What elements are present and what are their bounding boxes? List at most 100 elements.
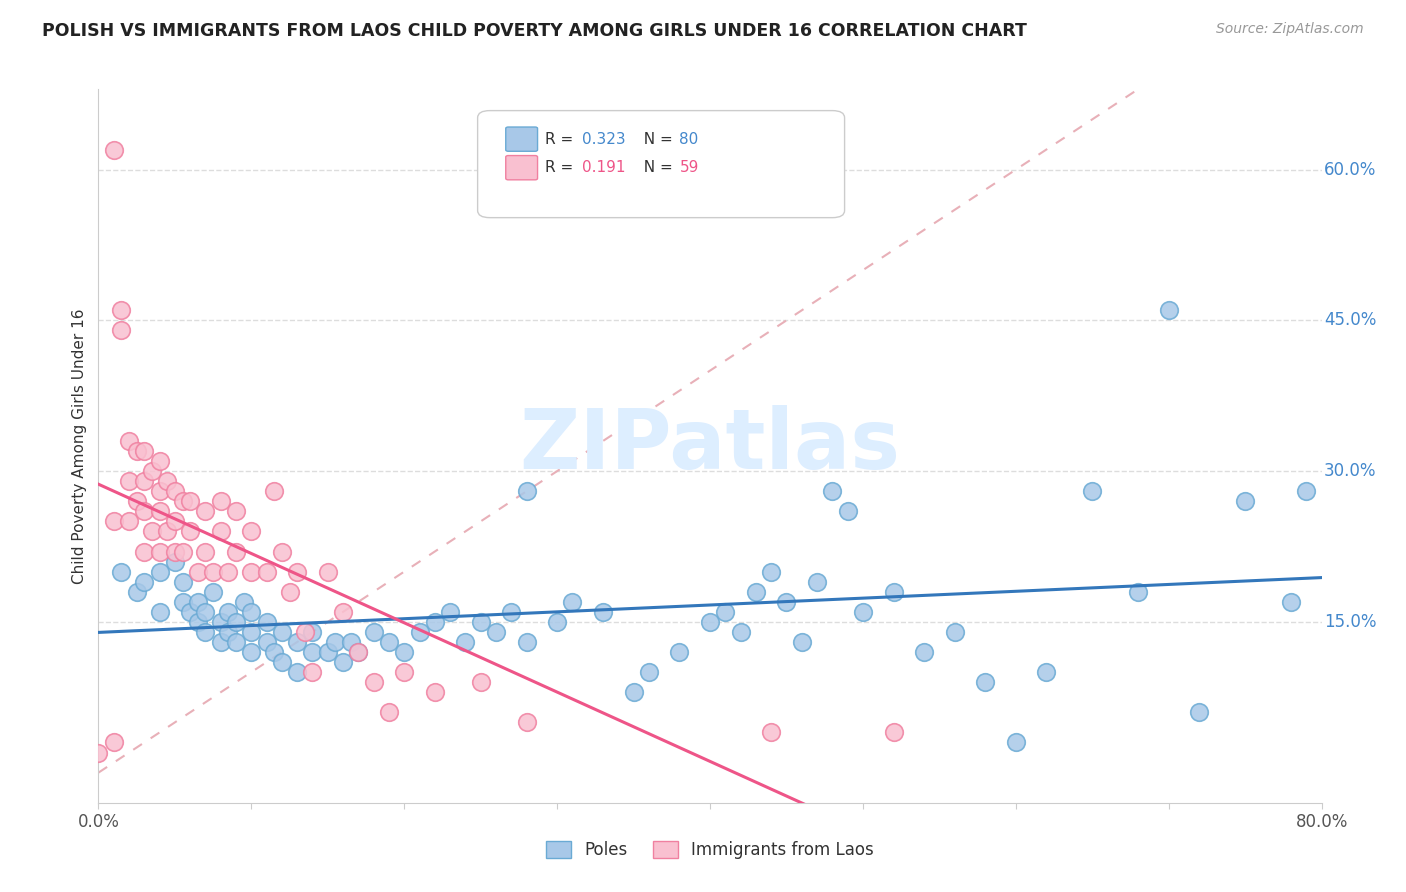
Point (485, 624, 508, 639)
Point (392, 665, 416, 680)
Point (149, 484, 172, 499)
Point (301, 665, 323, 680)
Text: N =: N = (634, 132, 678, 146)
Point (187, 615, 209, 629)
Legend: Poles, Immigrants from Laos: Poles, Immigrants from Laos (540, 834, 880, 866)
Text: 15.0%: 15.0% (1324, 613, 1376, 631)
Point (1295, 484, 1317, 499)
Point (912, 645, 935, 659)
Point (408, 624, 430, 639)
Point (821, 484, 844, 499)
Point (301, 645, 323, 659)
Point (316, 565, 339, 579)
Point (745, 584, 768, 599)
Point (883, 725, 905, 739)
Point (363, 675, 385, 690)
Point (263, 484, 285, 499)
Point (806, 574, 828, 589)
Point (270, 655, 292, 669)
Point (125, 584, 148, 599)
Point (225, 504, 247, 518)
Point (179, 494, 201, 508)
Point (332, 605, 354, 619)
Point (179, 605, 201, 619)
Point (1234, 494, 1257, 508)
Point (172, 494, 194, 508)
Point (134, 504, 156, 518)
Text: 0.191: 0.191 (582, 161, 626, 175)
Text: 60.0%: 60.0% (1324, 161, 1376, 178)
Point (668, 645, 690, 659)
Point (470, 675, 492, 690)
Point (592, 605, 614, 619)
Point (256, 565, 278, 579)
Point (125, 494, 148, 508)
Point (149, 605, 172, 619)
Point (516, 635, 538, 649)
Point (943, 624, 966, 639)
Point (118, 434, 141, 448)
Point (118, 474, 141, 488)
Point (392, 645, 416, 659)
Point (163, 544, 186, 558)
Point (347, 645, 370, 659)
FancyBboxPatch shape (506, 155, 537, 180)
Point (149, 544, 172, 558)
Point (194, 504, 217, 518)
Point (232, 595, 254, 609)
FancyBboxPatch shape (506, 127, 537, 152)
Y-axis label: Child Poverty Among Girls Under 16: Child Poverty Among Girls Under 16 (72, 309, 87, 583)
Point (172, 595, 194, 609)
Point (134, 574, 156, 589)
Point (423, 615, 446, 629)
Point (141, 524, 163, 539)
Point (699, 615, 721, 629)
Point (156, 474, 179, 488)
Point (125, 444, 148, 458)
Point (103, 143, 125, 157)
Point (546, 615, 568, 629)
Point (187, 595, 209, 609)
Point (163, 555, 186, 569)
Point (240, 524, 263, 539)
Text: 0.323: 0.323 (582, 132, 626, 146)
Point (202, 565, 225, 579)
Text: POLISH VS IMMIGRANTS FROM LAOS CHILD POVERTY AMONG GIRLS UNDER 16 CORRELATION CH: POLISH VS IMMIGRANTS FROM LAOS CHILD POV… (42, 22, 1026, 40)
Point (217, 624, 239, 639)
Text: ZIPatlas: ZIPatlas (520, 406, 900, 486)
Point (217, 605, 239, 619)
Point (837, 504, 859, 518)
Point (134, 474, 156, 488)
Text: 59: 59 (679, 161, 699, 175)
Point (516, 715, 538, 730)
Point (332, 655, 354, 669)
Text: R =: R = (546, 161, 578, 175)
Text: 80: 80 (679, 132, 699, 146)
Point (347, 645, 370, 659)
Point (470, 615, 492, 629)
Point (790, 635, 813, 649)
Point (134, 444, 156, 458)
Point (149, 454, 172, 468)
FancyBboxPatch shape (478, 111, 845, 218)
Point (883, 584, 905, 599)
Point (209, 524, 232, 539)
Point (339, 635, 361, 649)
Point (202, 584, 225, 599)
Point (256, 615, 278, 629)
Point (225, 544, 247, 558)
Point (194, 624, 217, 639)
Point (378, 635, 401, 649)
Point (730, 624, 752, 639)
Point (163, 515, 186, 529)
Point (225, 615, 247, 629)
Point (134, 544, 156, 558)
Point (240, 624, 263, 639)
Point (301, 624, 323, 639)
Point (775, 595, 797, 609)
Point (1279, 595, 1302, 609)
Point (110, 565, 132, 579)
Point (294, 624, 316, 639)
Text: N =: N = (634, 161, 678, 175)
Point (194, 544, 217, 558)
